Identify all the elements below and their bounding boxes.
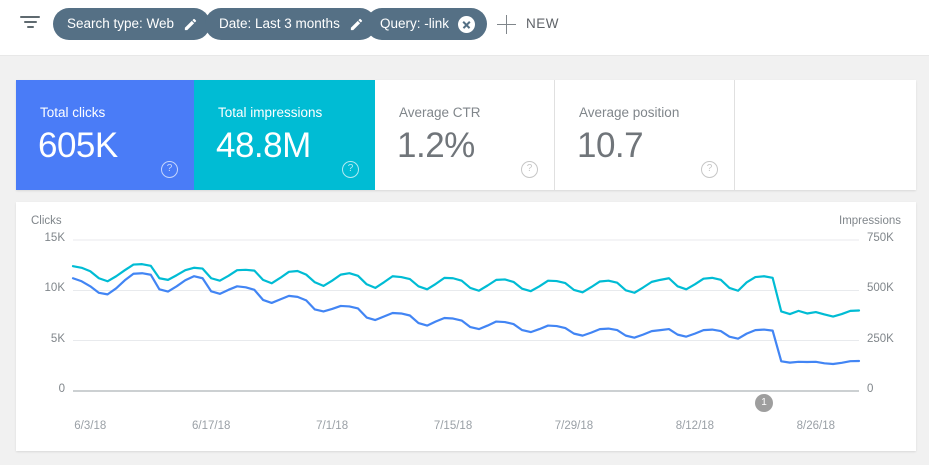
metric-card-total-impressions-value: 48.8M xyxy=(216,126,311,165)
close-icon[interactable] xyxy=(458,15,476,33)
pencil-icon[interactable] xyxy=(183,17,198,32)
x-tick-label: 6/17/18 xyxy=(192,420,231,432)
y-tick-label: 5K xyxy=(50,332,65,345)
chart-plot-area[interactable] xyxy=(16,202,916,451)
metric-card-total-impressions-title: Total impressions xyxy=(218,105,323,120)
x-tick-label: 7/15/18 xyxy=(433,420,473,432)
metric-card-average-position-value: 10.7 xyxy=(577,126,644,165)
metric-card-empty xyxy=(735,80,916,190)
y-tick-label: 500K xyxy=(867,282,894,295)
metric-card-total-impressions[interactable]: Total impressions 48.8M ? xyxy=(194,80,375,190)
chart-line-impressions xyxy=(71,263,861,318)
filter-chip-query[interactable]: Query: -link xyxy=(366,8,488,40)
help-icon[interactable]: ? xyxy=(701,161,718,178)
performance-chart-panel: Clicks Impressions 0 5K 10K 15K 0 250K 500K 75… xyxy=(16,202,916,451)
metric-card-average-ctr-title: Average CTR xyxy=(399,105,481,120)
y-tick-label: 15K xyxy=(44,232,65,244)
help-icon[interactable]: ? xyxy=(342,161,359,178)
x-tick-label: 7/1/18 xyxy=(316,420,349,432)
metric-card-total-clicks[interactable]: Total clicks 605K ? xyxy=(16,80,194,190)
y-tick-label: 0 xyxy=(867,383,874,395)
metric-card-average-position-title: Average position xyxy=(579,105,680,120)
filter-chip-date-label: Date: Last 3 months xyxy=(219,16,340,32)
metric-cards: Total clicks 605K ? Total impressions 48… xyxy=(16,80,916,190)
chart-line-clicks xyxy=(71,272,861,366)
filter-line-3 xyxy=(26,26,34,28)
plus-icon[interactable] xyxy=(497,15,516,34)
chart-annotation-badge[interactable]: 1 xyxy=(754,394,773,412)
metric-card-total-clicks-title: Total clicks xyxy=(40,105,106,120)
metric-card-average-position[interactable]: Average position 10.7 ? xyxy=(555,80,735,190)
y-tick-label: 10K xyxy=(44,282,65,295)
y-tick-label: 0 xyxy=(58,383,65,395)
y-axis-left-title: Clicks xyxy=(31,215,62,227)
new-filter-button[interactable]: NEW xyxy=(526,16,559,31)
filter-chip-search-type[interactable]: Search type: Web xyxy=(53,8,211,40)
filter-line-1 xyxy=(20,16,40,18)
help-icon[interactable]: ? xyxy=(521,161,538,178)
filter-chip-date[interactable]: Date: Last 3 months xyxy=(205,8,376,40)
metric-card-average-ctr-value: 1.2% xyxy=(397,126,475,165)
x-tick-label: 6/3/18 xyxy=(74,420,107,432)
x-tick-label: 8/12/18 xyxy=(675,420,715,432)
y-axis-right-title: Impressions xyxy=(839,215,901,227)
filter-icon[interactable] xyxy=(19,16,41,38)
help-icon[interactable]: ? xyxy=(161,161,178,178)
y-tick-label: 750K xyxy=(867,232,894,244)
pencil-icon[interactable] xyxy=(349,17,364,32)
x-tick-label: 7/29/18 xyxy=(554,420,594,432)
y-tick-label: 250K xyxy=(867,332,894,345)
metric-card-total-clicks-value: 605K xyxy=(38,126,118,165)
filter-toolbar: Search type: Web Date: Last 3 months Que… xyxy=(0,0,929,56)
filter-chip-query-label: Query: -link xyxy=(380,16,450,32)
x-tick-label: 8/26/18 xyxy=(796,420,835,432)
filter-chip-search-type-label: Search type: Web xyxy=(67,16,175,32)
metric-card-average-ctr[interactable]: Average CTR 1.2% ? xyxy=(375,80,555,190)
filter-line-2 xyxy=(23,21,37,23)
